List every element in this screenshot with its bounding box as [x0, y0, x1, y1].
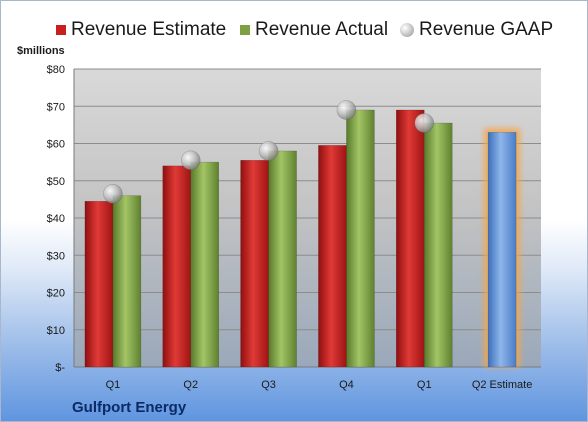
bar-revenue-estimate — [84, 200, 114, 368]
legend-swatch-estimate — [56, 25, 66, 35]
marker-revenue-gaap — [180, 150, 201, 171]
legend-item-gaap: Revenue GAAP — [400, 15, 553, 45]
y-tick-label: $30 — [47, 250, 65, 262]
y-tick-label: $20 — [47, 288, 65, 300]
y-tick-label: $40 — [47, 213, 65, 225]
y-tick-label: $80 — [47, 64, 65, 76]
y-tick-label: $50 — [47, 176, 65, 188]
x-tick-label: Q2 Estimate — [472, 379, 533, 391]
marker-revenue-gaap — [336, 100, 357, 120]
bar-revenue-actual — [424, 122, 453, 368]
legend-label-gaap: Revenue GAAP — [419, 19, 554, 40]
x-tick-label: Q4 — [339, 379, 354, 391]
legend-label-estimate: Revenue Estimate — [71, 19, 227, 40]
chart-legend: Revenue Estimate Revenue Actual Revenue … — [1, 15, 587, 45]
x-tick-label: Q1 — [417, 379, 432, 391]
bar-revenue-actual — [190, 161, 219, 368]
bar-revenue-estimate — [240, 160, 269, 368]
legend-swatch-gaap — [400, 23, 414, 37]
bar-revenue-estimate — [396, 109, 425, 368]
bar-revenue-actual — [346, 109, 375, 368]
x-tick-label: Q1 — [106, 379, 121, 391]
bar-revenue-actual — [112, 195, 142, 368]
legend-item-estimate: Revenue Estimate — [56, 15, 226, 45]
bar-revenue-estimate — [318, 145, 347, 368]
x-tick-label: Q3 — [261, 379, 276, 391]
legend-swatch-actual — [240, 25, 250, 35]
y-axis-unit-label: $millions — [17, 45, 65, 57]
bar-revenue-forecast — [487, 132, 517, 368]
marker-revenue-gaap — [103, 183, 123, 204]
marker-revenue-gaap — [414, 113, 435, 133]
legend-item-actual: Revenue Actual — [240, 15, 388, 45]
y-tick-label: $70 — [47, 101, 65, 113]
x-tick-label: Q2 — [183, 379, 198, 391]
company-name: Gulfport Energy — [72, 399, 187, 416]
y-tick-label: $- — [55, 362, 65, 374]
y-tick-label: $60 — [47, 139, 65, 151]
legend-label-actual: Revenue Actual — [255, 19, 389, 40]
y-tick-label: $10 — [47, 325, 65, 337]
bar-revenue-actual — [268, 150, 297, 368]
marker-revenue-gaap — [258, 141, 279, 161]
bar-revenue-estimate — [162, 165, 191, 368]
